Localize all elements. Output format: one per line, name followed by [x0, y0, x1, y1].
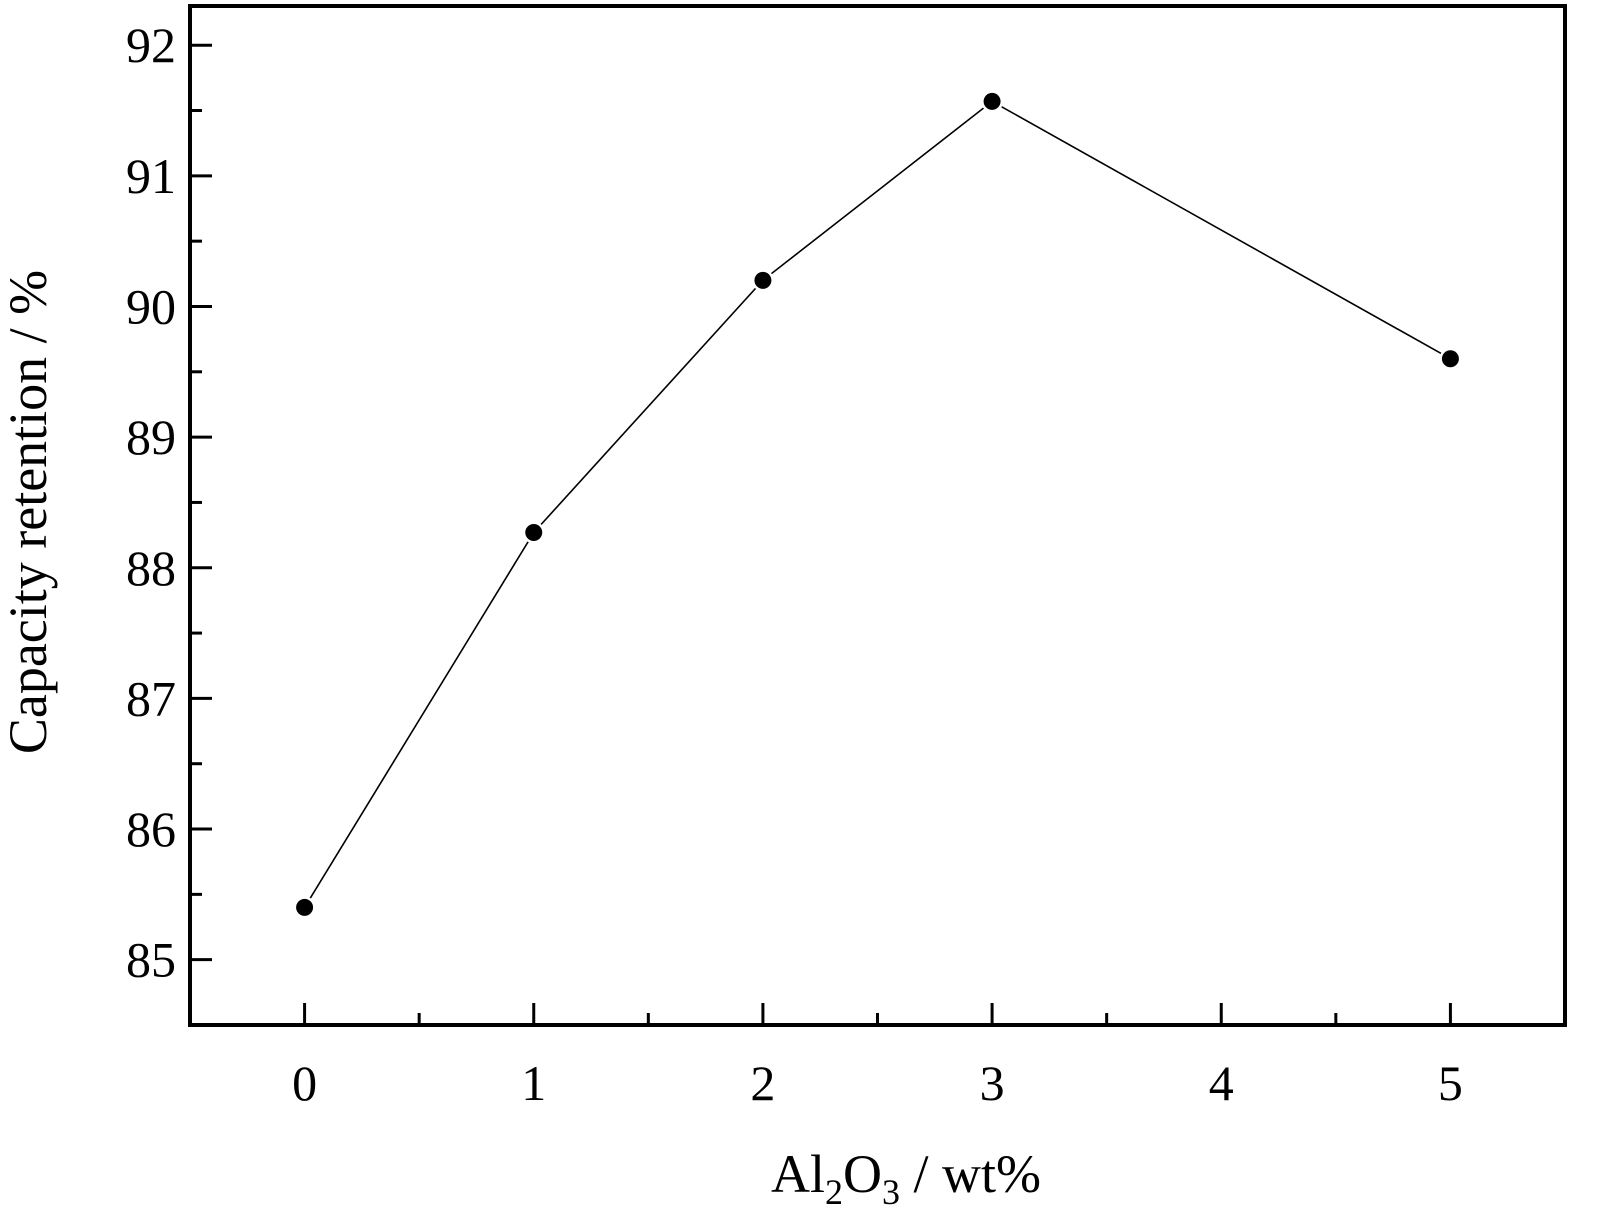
- x-tick-label: 1: [521, 1055, 546, 1111]
- x-axis-title-suffix: / wt%: [900, 1144, 1041, 1204]
- ticks-layer: [190, 43, 1452, 1025]
- frame-layer: [188, 4, 1567, 1027]
- tick-labels-layer: 85 86 87 88 89 90 91 92 0 1 2 3 4 5: [126, 17, 1463, 1111]
- series-line: [303, 100, 1451, 908]
- y-tick-label: 85: [126, 932, 176, 988]
- x-tick-label: 5: [1438, 1055, 1463, 1111]
- data-point: [1441, 350, 1459, 368]
- y-tick-label: 86: [126, 801, 176, 857]
- y-tick-label: 87: [126, 670, 176, 726]
- y-tick-label: 91: [126, 148, 176, 204]
- x-axis-title-subscript-1: 2: [825, 1172, 843, 1212]
- x-tick-label: 4: [1209, 1055, 1234, 1111]
- x-axis-title-middle: O: [843, 1144, 882, 1204]
- plot-frame: [188, 4, 1567, 1027]
- x-axis-title-subscript-2: 3: [882, 1172, 900, 1212]
- y-tick-label: 88: [126, 540, 176, 596]
- y-tick-label: 92: [126, 17, 176, 73]
- y-tick-label: 89: [126, 409, 176, 465]
- series-layer: [293, 90, 1462, 919]
- x-tick-label: 0: [292, 1055, 317, 1111]
- data-point: [525, 523, 543, 541]
- x-axis-title-prefix: Al: [771, 1144, 825, 1204]
- y-tick-label: 90: [126, 278, 176, 334]
- x-tick-label: 2: [750, 1055, 775, 1111]
- x-axis-title: Al2O3 / wt%: [771, 1144, 1041, 1212]
- data-point: [296, 898, 314, 916]
- data-point: [754, 271, 772, 289]
- y-axis-title: Capacity retention / %: [0, 270, 58, 754]
- x-tick-label: 3: [980, 1055, 1005, 1111]
- data-point: [983, 92, 1001, 110]
